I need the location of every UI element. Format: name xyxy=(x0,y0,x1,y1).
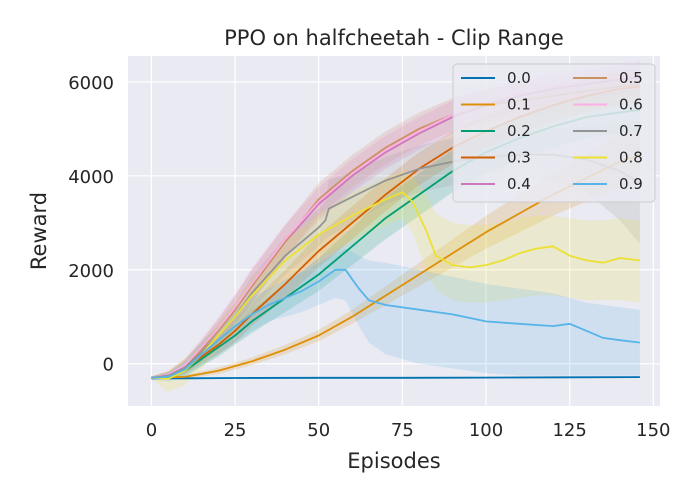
legend-label-0.0: 0.0 xyxy=(507,69,531,87)
y-tick-label: 0 xyxy=(103,355,114,376)
legend: 0.0 0.1 0.2 0.3 0.4 0.5 0.6 0.7 0.8 0.9 xyxy=(452,63,656,203)
legend-label-0.9: 0.9 xyxy=(619,175,643,193)
legend-label-0.2: 0.2 xyxy=(507,122,531,140)
series-0.9-band xyxy=(151,248,640,382)
x-tick-label: 75 xyxy=(391,420,414,441)
x-axis-label: Episodes xyxy=(347,449,440,473)
y-tick-label: 4000 xyxy=(68,167,114,188)
legend-label-0.3: 0.3 xyxy=(507,149,531,167)
x-tick-label: 100 xyxy=(469,420,503,441)
y-tick-label: 2000 xyxy=(68,261,114,282)
legend-label-0.5: 0.5 xyxy=(619,69,643,87)
y-tick-label: 6000 xyxy=(68,73,114,94)
legend-label-0.6: 0.6 xyxy=(619,96,643,114)
series-0.8-band xyxy=(151,171,640,392)
legend-label-0.8: 0.8 xyxy=(619,149,643,167)
series-0.9-line xyxy=(151,268,641,379)
legend-label-0.7: 0.7 xyxy=(619,122,643,140)
chart-title: PPO on halfcheetah - Clip Range xyxy=(224,26,564,50)
y-tick-labels: 0 2000 4000 6000 xyxy=(68,73,114,376)
legend-label-0.1: 0.1 xyxy=(507,96,531,114)
x-tick-label: 25 xyxy=(224,420,247,441)
series-0.0-line xyxy=(151,376,640,380)
series-0.8-line xyxy=(151,191,641,380)
x-tick-label: 150 xyxy=(636,420,670,441)
x-tick-label: 50 xyxy=(307,420,330,441)
x-tick-label: 0 xyxy=(146,420,157,441)
legend-label-0.4: 0.4 xyxy=(507,175,531,193)
x-tick-label: 125 xyxy=(552,420,586,441)
x-tick-labels: 0 25 50 75 100 125 150 xyxy=(146,420,671,441)
legend-box xyxy=(452,63,656,203)
y-axis-label: Reward xyxy=(27,192,51,270)
